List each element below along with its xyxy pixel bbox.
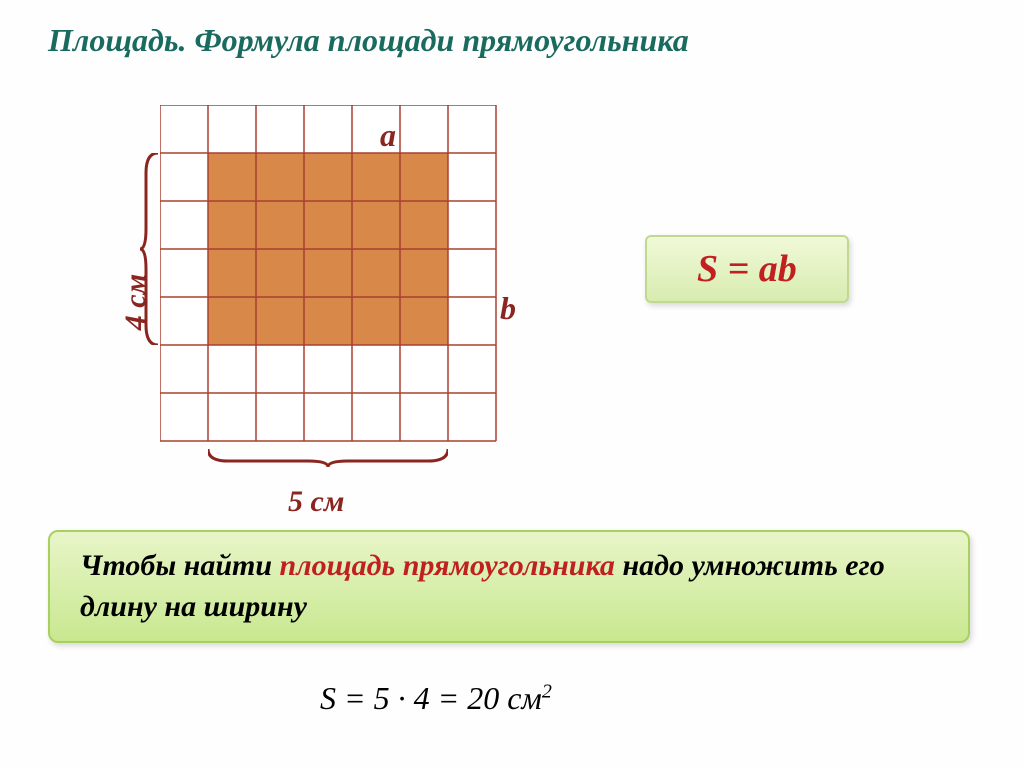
brace-horizontal [208,445,448,469]
calc-text: S = 5 · 4 = 20 см [320,680,542,716]
calc-sup: 2 [542,680,552,702]
label-height: 4 см [119,274,153,330]
rule-highlight: площадь прямоугольника [280,549,615,582]
rule-part1: Чтобы найти [80,549,280,582]
page-title: Площадь. Формула площади прямоугольника [48,22,689,59]
grid-svg [160,105,500,445]
calculation: S = 5 · 4 = 20 см2 [320,680,552,717]
label-width: 5 см [288,485,344,519]
rule-box: Чтобы найти площадь прямоугольника надо … [48,530,970,643]
label-b: b [500,290,516,327]
label-a: а [380,117,396,154]
area-diagram: а b 4 см 5 см [60,95,500,505]
formula-box: S = ab [645,235,849,303]
